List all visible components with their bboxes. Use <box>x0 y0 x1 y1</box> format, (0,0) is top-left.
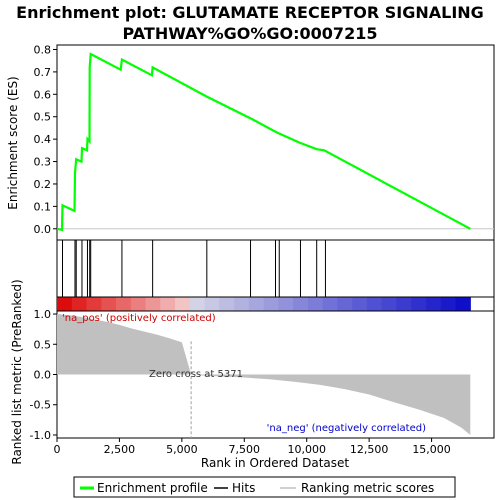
zero-cross-label: Zero cross at 5371 <box>149 369 243 380</box>
heatbar-segment <box>440 297 457 311</box>
heatbar-segment <box>204 297 220 311</box>
metric-y-tick-label: 1.0 <box>34 308 52 321</box>
legend-profile-label: Enrichment profile <box>97 481 208 495</box>
heatbar-segment <box>234 297 250 311</box>
es-y-axis-label: Enrichment score (ES) <box>6 76 20 209</box>
x-tick-label: 5,000 <box>166 443 198 456</box>
x-tick-label: 2,500 <box>104 443 136 456</box>
heatbar-segment <box>130 297 147 311</box>
pos-correlated-label: 'na_pos' (positively correlated) <box>62 313 216 324</box>
heatbar-segment <box>101 297 117 311</box>
metric-panel: 1.0 0.5 0.0 -0.5 -1.0 'na_pos' (positively c… <box>10 279 495 465</box>
metric-y-tick-label: -0.5 <box>30 399 51 412</box>
heatbar-segment <box>116 297 132 311</box>
x-tick-label: 0 <box>54 443 61 456</box>
enrichment-profile-line <box>56 52 471 232</box>
x-tick-label: 12,500 <box>350 443 389 456</box>
es-y-tick-label: 0.6 <box>34 88 52 101</box>
es-y-tick-label: 0.1 <box>34 200 52 213</box>
heatbar-segment <box>248 297 265 311</box>
es-y-tick-label: 0.4 <box>34 133 52 146</box>
heatbar-segment <box>219 297 235 311</box>
heatbar-segment <box>307 297 324 311</box>
metric-y-tick-label: -1.0 <box>30 429 51 442</box>
es-panel-frame <box>56 44 495 241</box>
legend-frame <box>73 476 456 498</box>
metric-y-axis-label: Ranked list metric (PreRanked) <box>10 279 24 464</box>
hit-markers <box>61 240 326 297</box>
heatbar-segment <box>366 297 383 311</box>
hits-panel <box>56 239 495 298</box>
heatbar-segment <box>160 297 176 311</box>
heatbar-segment <box>337 297 353 311</box>
metric-y-axis: 1.0 0.5 0.0 -0.5 -1.0 <box>30 308 57 442</box>
heatbar-segment <box>411 297 427 311</box>
es-y-tick-label: 0.8 <box>34 43 52 56</box>
heatbar-segment <box>455 297 471 311</box>
heatbar-segment <box>425 297 442 311</box>
x-tick-label: 7,500 <box>229 443 261 456</box>
heatbar-segment <box>278 297 294 311</box>
heatbar-segment <box>145 297 161 311</box>
heatbar-segment <box>263 297 279 311</box>
heatbar-segment <box>381 297 398 311</box>
x-axis: 0 2,500 5,000 7,500 10,000 12,500 15,000 <box>54 438 451 456</box>
legend-metric-label: Ranking metric scores <box>301 481 434 495</box>
x-axis-label: Rank in Ordered Dataset <box>201 456 349 470</box>
heatbar-segment <box>396 297 412 311</box>
es-y-tick-label: 0.0 <box>34 223 52 236</box>
heatbar-segment <box>293 297 309 311</box>
es-y-tick-label: 0.3 <box>34 156 52 169</box>
rank-heatbar <box>56 296 495 312</box>
legend-hits-label: Hits <box>232 481 255 495</box>
heatbar-segment <box>86 297 102 311</box>
x-tick-label: 15,000 <box>412 443 451 456</box>
es-y-tick-label: 0.2 <box>34 178 52 191</box>
es-y-axis: 0.0 0.1 0.2 0.3 0.4 0.5 0.6 0.7 0.8 <box>34 43 57 236</box>
plot-title-line2: PATHWAY%GO%GO:0007215 <box>123 24 378 43</box>
heatbar-segment <box>57 297 73 311</box>
es-y-tick-label: 0.7 <box>34 66 52 79</box>
heatbar-segment <box>322 297 339 311</box>
metric-y-tick-label: 0.0 <box>34 369 52 382</box>
plot-title-line1: Enrichment plot: GLUTAMATE RECEPTOR SIGN… <box>16 3 484 22</box>
heatbar-segment <box>189 297 206 311</box>
heatbar-segment <box>352 297 368 311</box>
es-y-tick-label: 0.5 <box>34 111 52 124</box>
x-tick-label: 10,000 <box>287 443 326 456</box>
metric-y-tick-label: 0.5 <box>34 338 52 351</box>
es-panel: 0.0 0.1 0.2 0.3 0.4 0.5 0.6 0.7 0.8 Enrichment s… <box>6 43 495 241</box>
heatbar-segment <box>175 297 191 311</box>
ranked-metric-area <box>57 314 471 435</box>
neg-correlated-label: 'na_neg' (negatively correlated) <box>267 423 426 434</box>
legend: Enrichment profile Hits Ranking metric s… <box>73 476 456 498</box>
heatbar-segment <box>71 297 88 311</box>
